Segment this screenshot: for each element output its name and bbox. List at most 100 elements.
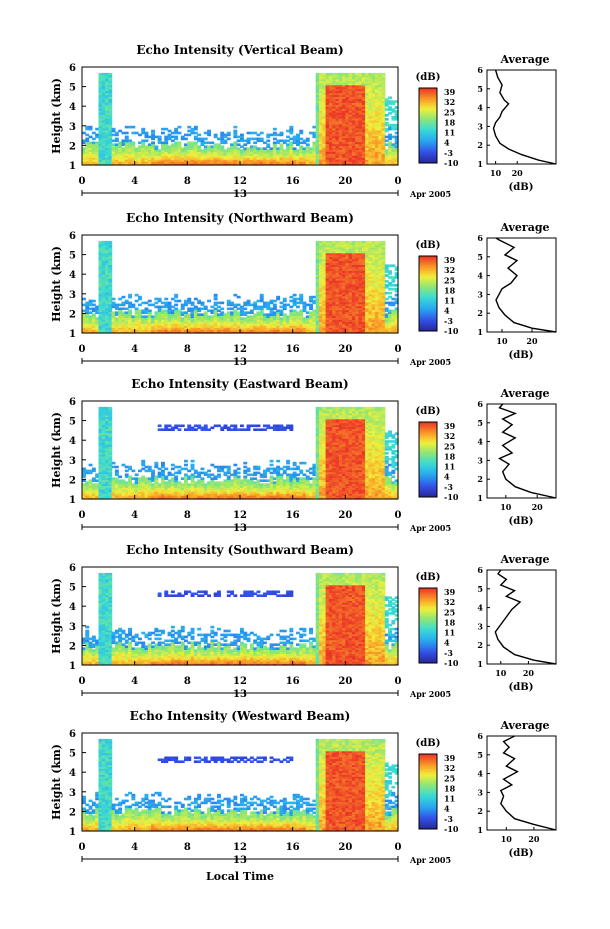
heatmap-cell [319, 270, 323, 273]
heatmap-cell [108, 276, 113, 279]
heatmap-cell [128, 319, 132, 322]
heatmap-cell [348, 94, 353, 97]
heatmap-cell [299, 155, 304, 158]
heatmap-cell [312, 321, 317, 324]
heatmap-cell [108, 307, 113, 311]
heatmap-cell [98, 102, 103, 105]
heatmap-cell [253, 325, 258, 328]
heatmap-cell [371, 272, 376, 275]
heatmap-cell [101, 282, 106, 285]
heatmap-cell [319, 112, 323, 115]
heatmap-cell [286, 325, 290, 328]
heatmap-cell [365, 163, 369, 166]
heatmap-cell [368, 291, 373, 295]
heatmap-cell [108, 293, 113, 297]
heatmap-cell [213, 325, 218, 328]
heatmap-cell [342, 159, 346, 162]
heatmap-cell [207, 159, 211, 162]
heatmap-cell [105, 155, 109, 158]
heatmap-cell [371, 129, 376, 133]
heatmap-cell [226, 307, 231, 311]
heatmap-cell [371, 289, 376, 293]
heatmap-cell [134, 487, 139, 490]
heatmap-cell [138, 469, 142, 473]
heatmap-cell [272, 315, 277, 318]
heatmap-cell [91, 485, 96, 488]
heatmap-cell [98, 457, 103, 461]
heatmap-cell [355, 329, 360, 332]
heatmap-cell [351, 307, 356, 311]
heatmap-cell [325, 266, 330, 269]
heatmap-cell [368, 84, 373, 88]
heatmap-cell [351, 260, 356, 264]
heatmap-cell [345, 157, 350, 160]
heatmap-cell [348, 301, 353, 305]
heatmap-cell [124, 135, 129, 139]
heatmap-cell [338, 119, 343, 123]
heatmap-cell [223, 151, 228, 154]
heatmap-cell [355, 123, 360, 127]
heatmap-cell [358, 301, 363, 305]
heatmap-cell [365, 266, 369, 269]
heatmap-cell [325, 147, 330, 150]
heatmap-cell [108, 309, 113, 313]
heatmap-cell [365, 286, 369, 289]
heatmap-cell [309, 157, 313, 160]
heatmap-cell [203, 147, 208, 150]
heatmap-cell [236, 307, 241, 311]
heatmap-cell [105, 121, 109, 125]
heatmap-cell [230, 155, 234, 158]
heatmap-cell [391, 325, 396, 328]
colorbar-segment [419, 155, 437, 158]
heatmap-cell [335, 309, 340, 313]
heatmap-cell [266, 161, 271, 164]
heatmap-cell [358, 295, 363, 299]
heatmap-cell [233, 153, 238, 156]
heatmap-cell [358, 311, 363, 314]
heatmap-cell [98, 461, 103, 465]
colorbar-tick-label: -3 [444, 316, 453, 326]
heatmap-cell [348, 104, 353, 107]
heatmap-cell [384, 291, 389, 295]
heatmap-cell [187, 331, 192, 334]
heatmap-cell [348, 311, 353, 314]
heatmap-cell [121, 495, 126, 498]
heatmap-cell [381, 96, 386, 99]
heatmap-cell [200, 331, 205, 334]
heatmap-cell [338, 159, 343, 162]
heatmap-cell [319, 96, 323, 99]
heatmap-cell [338, 319, 343, 322]
heatmap-cell [233, 141, 238, 145]
heatmap-cell [105, 159, 109, 162]
heatmap-cell [384, 315, 389, 318]
heatmap-cell [161, 157, 165, 160]
heatmap-cell [157, 307, 162, 311]
heatmap-cell [164, 315, 169, 318]
y-tick-label: 1 [69, 329, 76, 340]
average-profile-line [492, 69, 557, 165]
heatmap-cell [365, 133, 369, 137]
colorbar-segment [419, 144, 437, 147]
heatmap-cell [190, 141, 195, 145]
heatmap-cell [187, 299, 192, 303]
heatmap-cell [378, 291, 383, 295]
heatmap-cell [95, 489, 100, 492]
heatmap-cell [319, 246, 323, 250]
heatmap-cell [167, 145, 172, 148]
heatmap-cell [338, 266, 343, 269]
heatmap-cell [342, 127, 346, 131]
heatmap-cell [381, 321, 386, 324]
heatmap-cell [105, 477, 109, 480]
heatmap-cell [105, 483, 109, 486]
heatmap-cell [358, 104, 363, 107]
heatmap-cell [88, 125, 93, 129]
heatmap-cell [351, 74, 356, 78]
heatmap-cell [365, 104, 369, 107]
heatmap-cell [177, 125, 182, 129]
heatmap-cell [351, 311, 356, 314]
heatmap-cell [381, 127, 386, 131]
heatmap-cell [147, 161, 152, 164]
heatmap-cell [358, 110, 363, 113]
heatmap-cell [328, 114, 333, 117]
heatmap-cell [266, 139, 271, 143]
